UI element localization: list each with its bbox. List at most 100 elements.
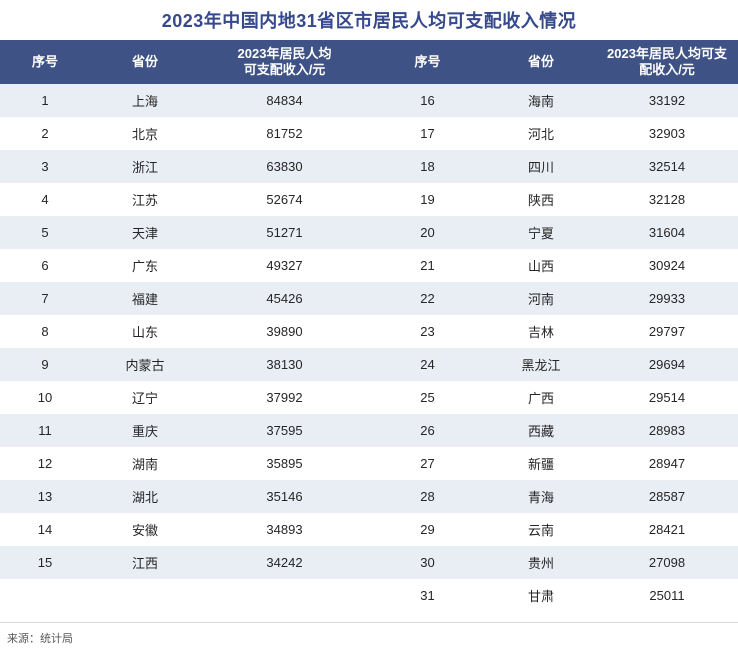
income-cell: 28421 xyxy=(648,522,686,537)
income-cell: 63830 xyxy=(266,159,303,174)
rank-cell: 5 xyxy=(41,225,49,240)
province-cell: 辽宁 xyxy=(131,391,158,406)
income-cell: 30924 xyxy=(648,258,686,273)
header-income-right-line2: 配收入/元 xyxy=(639,62,695,77)
table-body: 1 上海 84834 16 海南 33192 2 北京 81752 17 河北 32903 3 浙江 638… xyxy=(0,84,738,612)
rank-cell: 29 xyxy=(420,522,435,537)
province-cell: 新疆 xyxy=(527,457,554,472)
rank-cell: 31 xyxy=(420,588,435,603)
province-cell: 宁夏 xyxy=(527,226,554,241)
income-cell: 31604 xyxy=(648,225,686,240)
province-cell: 北京 xyxy=(131,127,158,142)
income-cell: 32514 xyxy=(648,159,686,174)
province-cell xyxy=(90,579,200,612)
rank-cell: 30 xyxy=(420,555,435,570)
income-cell: 84834 xyxy=(266,93,303,108)
page-title: 2023年中国内地31省区市居民人均可支配收入情况 xyxy=(161,11,577,31)
rank-cell: 27 xyxy=(420,456,435,471)
income-cell: 81752 xyxy=(266,126,303,141)
income-cell: 39890 xyxy=(266,324,303,339)
income-cell: 49327 xyxy=(266,258,303,273)
table-header-row: 序号 省份 2023年居民人均 可支配收入/元 序号 省份 2023年居民人均可… xyxy=(0,40,738,84)
province-cell: 四川 xyxy=(527,160,554,175)
table-row: 5 天津 51271 20 宁夏 31604 xyxy=(0,216,738,249)
province-cell: 浙江 xyxy=(131,160,158,175)
income-cell: 35895 xyxy=(266,456,303,471)
table-row: 8 山东 39890 23 吉林 29797 xyxy=(0,315,738,348)
income-cell: 32903 xyxy=(648,126,686,141)
income-cell: 29797 xyxy=(648,324,686,339)
header-income-right-line1: 2023年居民人均可支 xyxy=(607,45,727,61)
income-cell: 29933 xyxy=(648,291,686,306)
province-cell: 内蒙古 xyxy=(125,358,165,373)
income-cell: 38130 xyxy=(266,357,303,372)
income-cell: 27098 xyxy=(648,555,686,570)
rank-cell: 24 xyxy=(420,357,435,372)
province-cell: 重庆 xyxy=(131,424,158,439)
header-rank-left: 序号 xyxy=(31,53,58,69)
province-cell: 贵州 xyxy=(527,556,554,571)
header-income-right: 2023年居民人均可支 配收入/元 xyxy=(596,40,738,84)
table-row: 3 浙江 63830 18 四川 32514 xyxy=(0,150,738,183)
province-cell: 天津 xyxy=(131,226,158,241)
rank-cell: 8 xyxy=(41,324,49,339)
rank-cell: 3 xyxy=(41,159,49,174)
rank-cell: 19 xyxy=(420,192,435,207)
header-rank-right: 序号 xyxy=(414,53,441,69)
rank-cell: 26 xyxy=(420,423,435,438)
province-cell: 江西 xyxy=(131,556,158,571)
table-row: 6 广东 49327 21 山西 30924 xyxy=(0,249,738,282)
income-cell: 28947 xyxy=(648,456,686,471)
table-row: 9 内蒙古 38130 24 黑龙江 29694 xyxy=(0,348,738,381)
rank-cell: 4 xyxy=(41,192,49,207)
rank-cell: 17 xyxy=(420,126,435,141)
table-row: 4 江苏 52674 19 陕西 32128 xyxy=(0,183,738,216)
table-row: 15 江西 34242 30 贵州 27098 xyxy=(0,546,738,579)
income-cell: 25011 xyxy=(649,588,685,603)
rank-cell: 10 xyxy=(37,390,53,405)
header-income-left: 2023年居民人均 可支配收入/元 xyxy=(200,40,369,84)
income-cell: 45426 xyxy=(266,291,303,306)
rank-cell: 9 xyxy=(41,357,49,372)
income-cell: 29694 xyxy=(648,357,686,372)
table-row: 1 上海 84834 16 海南 33192 xyxy=(0,84,738,117)
income-table: 序号 省份 2023年居民人均 可支配收入/元 序号 省份 2023年居民人均可… xyxy=(0,40,738,612)
table-row: 11 重庆 37595 26 西藏 28983 xyxy=(0,414,738,447)
province-cell: 湖南 xyxy=(131,457,158,472)
province-cell: 河南 xyxy=(527,292,554,307)
header-income-left-line2: 可支配收入/元 xyxy=(243,62,326,77)
table-row: 14 安徽 34893 29 云南 28421 xyxy=(0,513,738,546)
rank-cell: 13 xyxy=(37,489,53,504)
rank-cell: 15 xyxy=(37,555,53,570)
province-cell: 吉林 xyxy=(527,325,554,340)
province-cell: 广西 xyxy=(527,391,554,406)
province-cell: 山西 xyxy=(527,259,554,274)
province-cell: 安徽 xyxy=(131,523,158,538)
income-cell: 28983 xyxy=(648,423,686,438)
province-cell: 广东 xyxy=(131,259,158,274)
rank-cell: 23 xyxy=(420,324,435,339)
income-cell: 32128 xyxy=(648,192,686,207)
province-cell: 云南 xyxy=(527,523,554,538)
source-note: 来源：统计局 xyxy=(7,633,73,645)
province-cell: 西藏 xyxy=(527,424,554,439)
rank-cell: 28 xyxy=(420,489,435,504)
income-cell: 35146 xyxy=(266,489,303,504)
rank-cell: 1 xyxy=(41,93,49,108)
province-cell: 青海 xyxy=(527,490,554,505)
province-cell: 湖北 xyxy=(131,490,158,505)
income-cell xyxy=(200,579,369,612)
header-province-left: 省份 xyxy=(131,53,158,69)
rank-cell: 6 xyxy=(41,258,49,273)
province-cell: 江苏 xyxy=(131,193,158,208)
province-cell: 甘肃 xyxy=(527,589,554,604)
rank-cell: 2 xyxy=(41,126,49,141)
income-cell: 29514 xyxy=(648,390,686,405)
income-cell: 28587 xyxy=(648,489,686,504)
table-row: 2 北京 81752 17 河北 32903 xyxy=(0,117,738,150)
province-cell: 陕西 xyxy=(527,193,554,208)
table-row: 31 甘肃 25011 xyxy=(0,579,738,612)
income-cell: 37595 xyxy=(266,423,303,438)
rank-cell: 20 xyxy=(420,225,435,240)
